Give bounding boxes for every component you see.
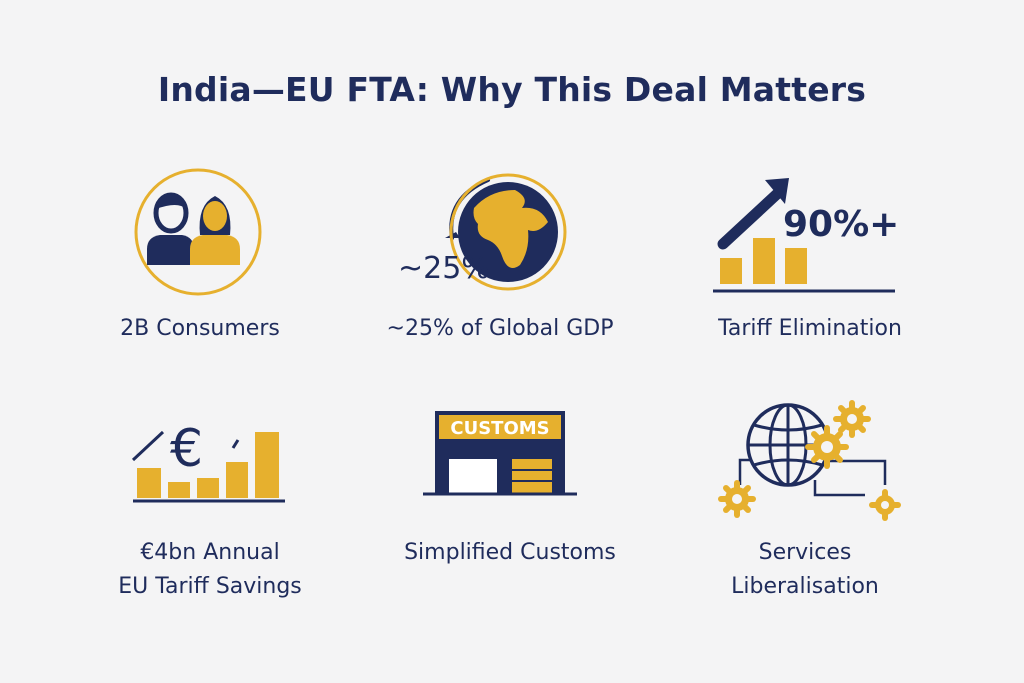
globe-gears-icon	[718, 400, 901, 521]
consumers-people-icon	[134, 168, 262, 296]
customs-building-icon: CUSTOMS	[423, 411, 577, 496]
tariff-elimination-label: Tariff Elimination	[718, 316, 902, 341]
tariff-percent-text: 90%+	[783, 204, 899, 245]
services-liberalisation-label: Services Liberalisation	[731, 540, 879, 599]
consumers-label: 2B Consumers	[120, 316, 280, 341]
globe-percent-text: ~25%	[398, 251, 490, 286]
euro-bar-chart-icon: €	[131, 419, 285, 503]
customs-sign-text: CUSTOMS	[450, 418, 549, 439]
page-title: India—EU FTA: Why This Deal Matters	[157, 70, 867, 109]
euro-savings-label: €4bn Annual EU Tariff Savings	[118, 540, 302, 599]
globe-icon: ~25%	[398, 173, 567, 291]
growth-arrow-bar-chart-icon: 90%+	[713, 178, 899, 293]
simplified-customs-label: Simplified Customs	[404, 540, 616, 565]
euro-symbol: €	[170, 419, 203, 479]
global-gdp-label: ~25% of Global GDP	[386, 316, 614, 341]
